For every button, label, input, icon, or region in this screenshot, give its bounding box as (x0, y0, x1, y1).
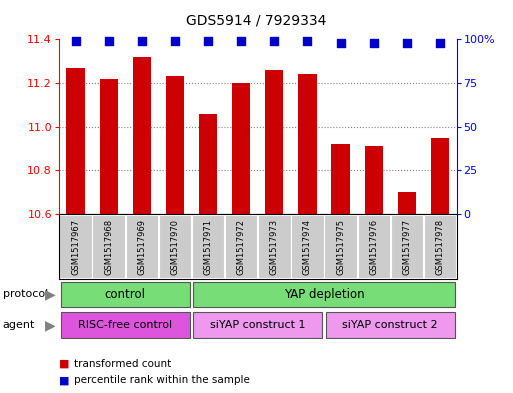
Point (270, 38, 279, 44)
Text: agent: agent (3, 320, 35, 330)
Bar (61, 312, 190, 338)
Text: percentile rank within the sample: percentile rank within the sample (74, 375, 250, 386)
Bar (324, 215, 357, 278)
Text: GSM1517976: GSM1517976 (369, 219, 378, 275)
Bar (424, 215, 456, 278)
Bar (193, 282, 455, 307)
Text: transformed count: transformed count (74, 358, 172, 369)
Point (370, 40, 378, 46)
Text: YAP depletion: YAP depletion (284, 288, 364, 301)
Text: GSM1517970: GSM1517970 (170, 219, 180, 275)
Bar (265, 70, 284, 214)
Bar (365, 147, 383, 214)
Bar (61, 282, 190, 307)
Bar (166, 77, 184, 214)
Bar (133, 57, 151, 214)
Text: GSM1517971: GSM1517971 (204, 219, 212, 275)
Bar (192, 215, 224, 278)
Bar (199, 114, 217, 214)
Point (71, 38, 80, 44)
Point (337, 40, 345, 46)
Text: GSM1517978: GSM1517978 (436, 219, 444, 275)
Bar (193, 312, 322, 338)
Point (237, 38, 245, 44)
Bar (326, 312, 455, 338)
Bar (398, 192, 416, 214)
Bar (331, 144, 350, 214)
Text: control: control (105, 288, 146, 301)
Text: ■: ■ (59, 358, 69, 369)
Bar (431, 138, 449, 214)
Point (204, 38, 212, 44)
Point (171, 38, 179, 44)
Point (403, 40, 411, 46)
Text: protocol: protocol (3, 289, 48, 299)
Text: siYAP construct 2: siYAP construct 2 (343, 320, 438, 330)
Text: ■: ■ (59, 375, 69, 386)
Text: GSM1517975: GSM1517975 (336, 219, 345, 275)
Bar (299, 74, 317, 214)
Text: siYAP construct 1: siYAP construct 1 (210, 320, 306, 330)
Bar (291, 215, 324, 278)
Bar (60, 215, 92, 278)
Bar (159, 215, 191, 278)
Point (105, 38, 113, 44)
Bar (67, 68, 85, 214)
Text: GDS5914 / 7929334: GDS5914 / 7929334 (186, 14, 327, 28)
Bar (390, 215, 423, 278)
Bar (126, 215, 158, 278)
Text: GSM1517973: GSM1517973 (270, 219, 279, 275)
Point (303, 38, 311, 44)
Text: GSM1517977: GSM1517977 (402, 219, 411, 275)
Text: GSM1517969: GSM1517969 (137, 219, 146, 275)
Bar (100, 79, 118, 214)
Text: GSM1517974: GSM1517974 (303, 219, 312, 275)
Text: ▶: ▶ (45, 287, 55, 301)
Bar (358, 215, 390, 278)
Text: ▶: ▶ (45, 318, 55, 332)
Point (436, 40, 444, 46)
Bar (258, 215, 290, 278)
Text: GSM1517972: GSM1517972 (236, 219, 246, 275)
Bar (225, 215, 258, 278)
Text: GSM1517967: GSM1517967 (71, 219, 80, 275)
Bar (232, 83, 250, 214)
Point (137, 38, 146, 44)
Bar (92, 215, 125, 278)
Text: RISC-free control: RISC-free control (78, 320, 172, 330)
Text: GSM1517968: GSM1517968 (104, 219, 113, 275)
